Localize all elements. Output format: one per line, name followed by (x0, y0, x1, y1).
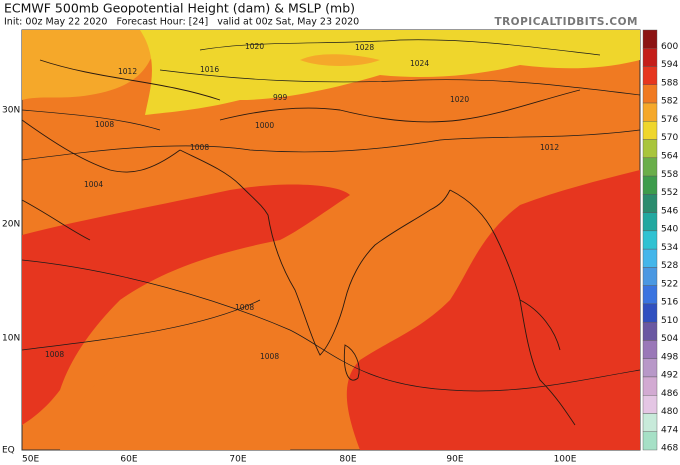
colorbar-cell (642, 248, 658, 268)
colorbar-label: 570 (661, 133, 678, 143)
isobar-label: 1008 (45, 350, 64, 359)
colorbar-cell (642, 376, 658, 396)
lon-label: 70E (229, 455, 246, 465)
isobar-label: 1012 (118, 67, 137, 76)
colorbar-cell (642, 139, 658, 159)
colorbar-cell (642, 358, 658, 378)
colorbar-label: 528 (661, 261, 678, 271)
lat-label: 10N (2, 334, 20, 344)
isobar-label: 1004 (84, 180, 103, 189)
colorbar-cell (642, 212, 658, 232)
colorbar-label: 468 (661, 444, 678, 454)
colorbar-cell (642, 340, 658, 359)
colorbar-cell (642, 395, 658, 414)
colorbar-cell (642, 66, 658, 85)
colorbar-cell (642, 121, 658, 140)
lon-label: 50E (22, 455, 39, 465)
coastlines (21, 59, 581, 426)
colorbar-cell (642, 413, 658, 432)
colorbar-cell (642, 102, 658, 122)
colorbar-label: 486 (661, 389, 678, 399)
isobar-label: 1012 (540, 143, 559, 152)
isobar-label: 1024 (410, 59, 429, 68)
isobars (21, 39, 641, 392)
colorbar-cell (642, 321, 658, 341)
colorbar-label: 588 (661, 78, 678, 88)
isobar-label: 1008 (190, 143, 209, 152)
height-582-south (60, 355, 305, 450)
lon-label: 90E (446, 455, 463, 465)
colorbar-label: 552 (661, 188, 678, 198)
title: ECMWF 500mb Geopotential Height (dam) & … (4, 1, 355, 16)
colorbar-cell (642, 194, 658, 213)
colorbar-cell (642, 285, 658, 305)
colorbar-cell (642, 29, 658, 49)
height-570 (140, 30, 640, 115)
lat-label: 30N (2, 106, 20, 116)
height-588-west (22, 184, 350, 425)
map-area (21, 29, 641, 451)
lon-label: 100E (554, 455, 577, 465)
isobar-label: 1016 (200, 65, 219, 74)
colorbar-label: 474 (661, 425, 678, 435)
isobar-label: 1020 (245, 42, 264, 51)
colorbar-label: 522 (661, 279, 678, 289)
colorbar-label: 504 (661, 334, 678, 344)
colorbar-label: 558 (661, 170, 678, 180)
colorbar-label: 582 (661, 97, 678, 107)
colorbar-label: 492 (661, 371, 678, 381)
colorbar-label: 480 (661, 407, 678, 417)
isobar-label: 1028 (355, 43, 374, 52)
colorbar-label: 594 (661, 60, 678, 70)
isobar-label: 1008 (95, 120, 114, 129)
colorbar-cell (642, 157, 658, 177)
isobar-label: 1008 (260, 352, 279, 361)
colorbar-label: 600 (661, 42, 678, 52)
lon-label: 80E (339, 455, 356, 465)
isobar-label: 999 (273, 93, 288, 102)
colorbar-cell (642, 230, 658, 250)
colorbar-label: 498 (661, 352, 678, 362)
colorbar-label: 534 (661, 243, 678, 253)
isobar-label: 1008 (235, 303, 254, 312)
colorbar-label: 540 (661, 225, 678, 235)
colorbar-label: 546 (661, 206, 678, 216)
colorbar-cell (642, 267, 658, 286)
colorbar-label: 516 (661, 298, 678, 308)
colorbar-cell (642, 431, 658, 451)
isobar-label: 1000 (255, 121, 274, 130)
colorbar-label: 564 (661, 152, 678, 162)
colorbar-cell (642, 84, 658, 104)
height-576-b (300, 54, 380, 66)
source: TROPICALTIDBITS.COM (494, 16, 638, 28)
subtitle: Init: 00z May 22 2020 Forecast Hour: [24… (4, 17, 359, 28)
lon-label: 60E (120, 455, 137, 465)
colorbar-label: 576 (661, 115, 678, 125)
colorbar-cell (642, 175, 658, 195)
lat-label: EQ (2, 446, 15, 456)
colorbar-cell (642, 48, 658, 67)
colorbar-cell (642, 303, 658, 323)
height-576 (22, 30, 180, 100)
height-588-east (346, 170, 640, 450)
lat-label: 20N (2, 220, 20, 230)
colorbar-label: 510 (661, 316, 678, 326)
isobar-label: 1020 (450, 95, 469, 104)
